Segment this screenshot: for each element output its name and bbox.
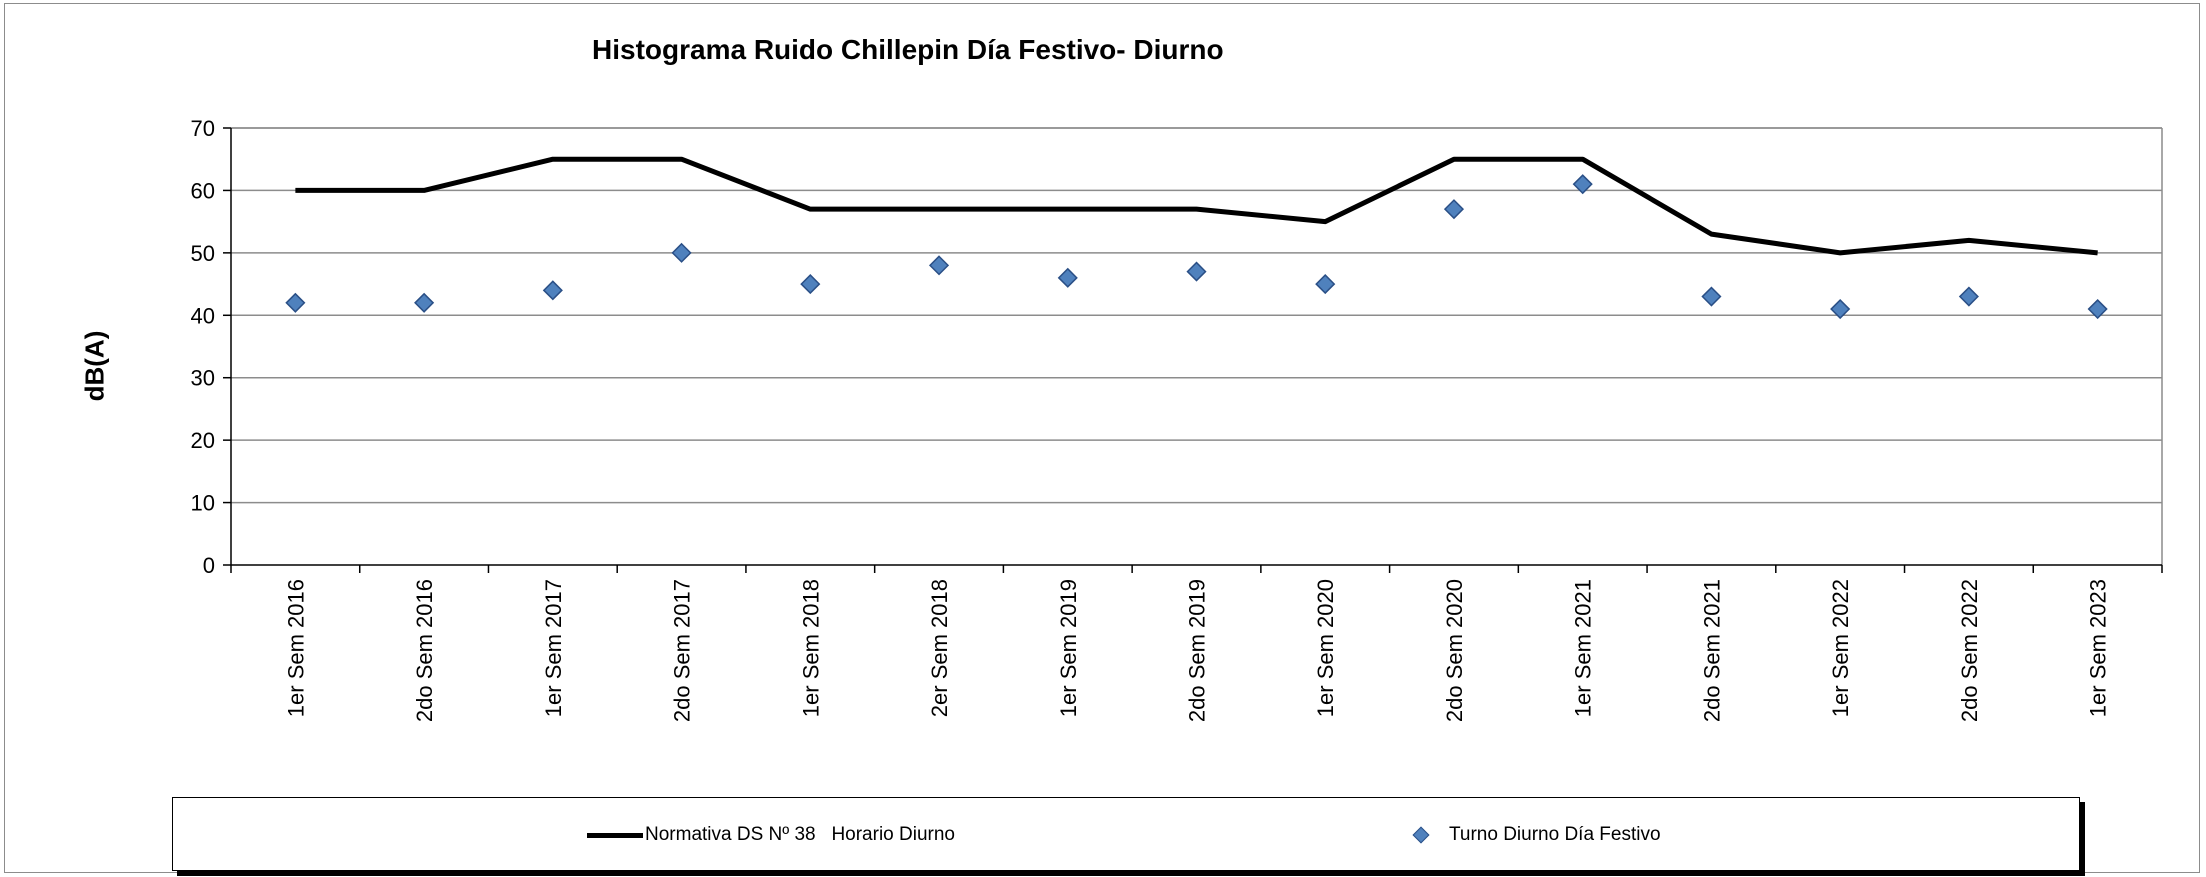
legend-item-normativa: Normativa DS Nº 38 Horario Diurno [587,798,955,872]
x-tick-label: 2do Sem 2020 [1442,579,1467,722]
data-point-marker [1701,286,1722,307]
legend: Normativa DS Nº 38 Horario Diurno Turno … [172,797,2080,871]
data-point-marker [1057,267,1078,288]
data-point-marker [285,292,306,313]
y-tick-label: 30 [191,366,215,391]
legend-line-swatch [587,832,643,838]
data-point-marker [1186,261,1207,282]
x-tick-label: 2do Sem 2016 [412,579,437,722]
x-tick-label: 2do Sem 2021 [1699,579,1724,722]
y-tick-label: 20 [191,428,215,453]
legend-label-normativa: Normativa DS Nº 38 Horario Diurno [645,824,955,845]
x-tick-label: 2do Sem 2017 [670,579,695,722]
data-point-marker [414,292,435,313]
legend-diamond-swatch [1412,826,1430,844]
y-tick-label: 60 [191,178,215,203]
x-tick-label: 2do Sem 2019 [1185,579,1210,722]
data-point-marker [928,255,950,276]
x-tick-label: 1er Sem 2016 [283,579,308,717]
data-point-marker [671,242,692,263]
y-tick-label: 10 [191,491,215,516]
x-tick-label: 1er Sem 2023 [2086,579,2111,717]
data-point-marker [1572,174,1593,195]
series-line-normativa [295,156,2098,256]
data-point-marker [1315,274,1336,295]
x-tick-label: 1er Sem 2019 [1056,579,1081,717]
y-tick-label: 70 [191,116,215,141]
x-tick-label: 1er Sem 2021 [1571,579,1596,717]
plot-background [231,128,2162,565]
y-tick-label: 0 [203,553,215,578]
legend-label-turno: Turno Diurno Día Festivo [1449,824,1661,845]
chart-title-wrap: Histograma Ruido Chillepin Día Festivo- … [0,34,2206,74]
data-point-marker [1830,298,1851,320]
y-tick-label: 40 [191,303,215,328]
data-point-marker [1443,199,1465,220]
data-point-marker [2087,298,2108,320]
x-tick-label: 1er Sem 2022 [1828,579,1853,717]
chart-title: Histograma Ruido Chillepin Día Festivo- … [592,34,1224,65]
x-tick-label: 1er Sem 2020 [1313,579,1338,717]
x-tick-label: 1er Sem 2017 [541,579,566,717]
data-point-marker [1958,286,1979,307]
x-tick-label: 2er Sem 2018 [927,579,952,717]
legend-item-turno: Turno Diurno Día Festivo [1407,798,1661,872]
x-tick-label: 2do Sem 2022 [1957,579,1982,722]
data-point-marker [800,274,821,295]
data-point-marker [542,280,563,301]
y-tick-label: 50 [191,241,215,266]
x-tick-label: 1er Sem 2018 [798,579,823,717]
